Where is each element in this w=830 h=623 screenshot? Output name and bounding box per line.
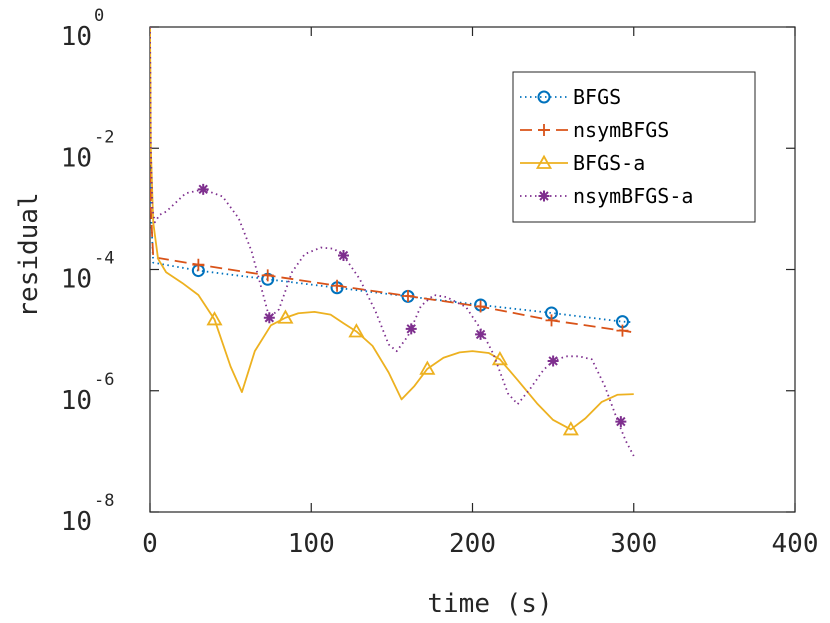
legend-box (512, 71, 756, 223)
legend-marker (538, 190, 550, 202)
data-point (197, 183, 209, 195)
x-tick-label: 0 (142, 529, 158, 559)
data-point (192, 258, 205, 271)
data-point (263, 312, 275, 324)
y-tick-base: 10 (61, 507, 92, 537)
y-tick-label: 10-2 (61, 127, 115, 173)
data-point (338, 250, 349, 262)
data-point (616, 324, 629, 337)
series-layer (150, 27, 635, 457)
series-nsymbfgs (150, 27, 634, 337)
data-point (615, 416, 627, 428)
x-tick-label: 400 (772, 529, 819, 559)
legend-marker (537, 90, 551, 104)
y-tick-base: 10 (61, 265, 92, 295)
x-tick-label: 300 (610, 529, 657, 559)
data-point (206, 311, 223, 326)
legend-label: nsymBFGS-a (573, 184, 693, 208)
y-tick-label: 10-6 (61, 370, 115, 416)
data-point (491, 350, 508, 366)
data-point (405, 323, 417, 335)
y-tick-label: 10-4 (61, 249, 115, 295)
data-point (474, 300, 487, 313)
legend-entry: nsymBFGS-a (520, 184, 693, 208)
data-point (475, 328, 487, 340)
x-tick-label: 200 (449, 529, 496, 559)
legend-marker (538, 124, 550, 136)
data-point (562, 421, 579, 436)
data-point (331, 279, 344, 292)
series-nsymbfgs-a (150, 27, 635, 457)
legend-label: BFGS-a (573, 151, 645, 175)
y-tick-label: 10-8 (61, 491, 115, 537)
legend-entry: BFGS (520, 85, 621, 109)
data-point (348, 323, 365, 338)
y-tick-base: 10 (61, 143, 92, 173)
y-tick-exponent: -6 (94, 370, 114, 390)
data-point (277, 309, 294, 324)
data-point (402, 290, 414, 303)
y-tick-exponent: -2 (94, 127, 114, 147)
legend: BFGS nsymBFGS BFGS-a nsymBFGS-a (512, 71, 756, 223)
data-point (547, 355, 559, 367)
x-axis: 0 100 200 300 400 (142, 27, 818, 559)
y-tick-exponent: -8 (94, 491, 114, 511)
y-axis-label: residual (14, 192, 44, 317)
legend-entry: nsymBFGS (520, 118, 669, 142)
legend-entry: BFGS-a (520, 151, 645, 175)
y-tick-label: 100 (61, 6, 105, 52)
series-bfgs-a (150, 27, 634, 436)
y-tick-exponent: 0 (94, 6, 104, 26)
data-point (545, 314, 558, 327)
x-axis-label: time (s) (427, 589, 552, 619)
data-point (261, 269, 274, 282)
y-tick-exponent: -4 (94, 249, 114, 269)
legend-label: nsymBFGS (573, 118, 669, 142)
legend-label: BFGS (573, 85, 621, 109)
y-tick-base: 10 (61, 22, 92, 52)
series-line (150, 27, 634, 431)
x-tick-label: 100 (288, 529, 335, 559)
legend-marker (535, 154, 553, 169)
y-tick-base: 10 (61, 386, 92, 416)
data-point (419, 360, 436, 375)
